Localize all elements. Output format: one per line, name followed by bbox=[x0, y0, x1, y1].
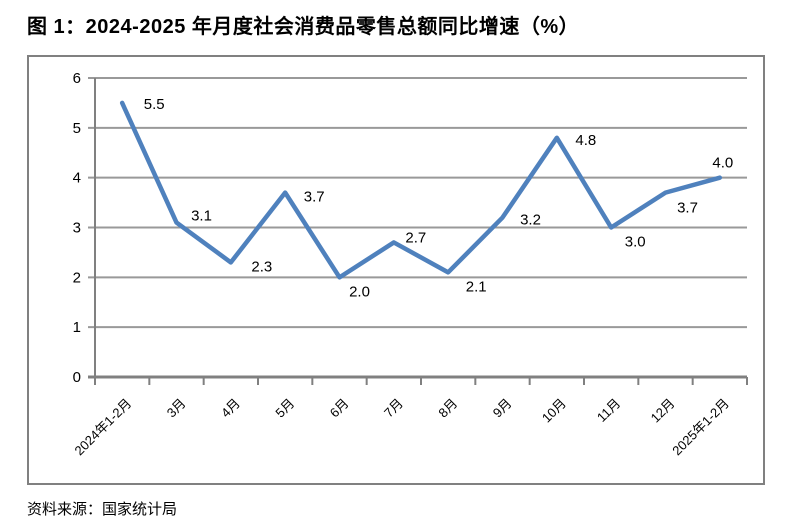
data-point-label: 2.7 bbox=[405, 229, 426, 246]
data-point-label: 3.7 bbox=[677, 200, 698, 217]
data-series-line bbox=[119, 100, 723, 280]
x-axis-tick-label: 2025年1-2月 bbox=[669, 396, 732, 459]
data-point-label: 3.7 bbox=[304, 189, 325, 206]
data-point-label: 3.2 bbox=[520, 212, 541, 229]
x-axis-tick-label: 7月 bbox=[381, 396, 406, 421]
y-axis-tick-label: 6 bbox=[73, 70, 81, 87]
x-axis-tick-label: 2024年1-2月 bbox=[72, 396, 135, 459]
x-axis-tick-label: 10月 bbox=[539, 396, 569, 426]
y-axis-tick-label: 2 bbox=[73, 269, 81, 286]
y-axis-tick-label: 1 bbox=[73, 319, 81, 336]
figure-title: 图 1：2024-2025 年月度社会消费品零售总额同比增速（%） bbox=[27, 16, 580, 38]
x-axis-tick-label: 12月 bbox=[648, 396, 678, 426]
data-point-label: 2.0 bbox=[349, 283, 370, 300]
x-axis-tick-label: 4月 bbox=[218, 396, 243, 421]
chart-frame: 0 1 2 3 4 5 6 2024年1-2月 3月 4月 5月 6月 7月 8月 9月 10月 11月 12月 2… bbox=[27, 55, 765, 485]
source-note: 资料来源：国家统计局 bbox=[27, 501, 178, 518]
y-axis-tick-label: 0 bbox=[73, 369, 81, 386]
x-axis-tick-label: 11月 bbox=[594, 396, 623, 425]
data-point-label: 4.0 bbox=[712, 155, 733, 172]
x-axis-tick-label: 9月 bbox=[490, 396, 515, 421]
data-point-label: 5.5 bbox=[144, 96, 165, 113]
data-point-label: 2.1 bbox=[466, 278, 487, 295]
data-point-label: 3.0 bbox=[625, 234, 646, 251]
y-axis-tick-label: 4 bbox=[73, 170, 81, 187]
x-axis-tick-label: 8月 bbox=[435, 396, 460, 421]
data-point-label: 3.1 bbox=[191, 208, 212, 225]
x-axis-tick-label: 5月 bbox=[272, 396, 297, 421]
data-point-label: 2.3 bbox=[251, 258, 272, 275]
x-axis-tick-label: 6月 bbox=[327, 396, 352, 421]
y-axis-tick-label: 5 bbox=[73, 120, 81, 137]
x-axis-tick-label: 3月 bbox=[164, 396, 189, 421]
data-point-label: 4.8 bbox=[575, 132, 596, 149]
y-axis-tick-label: 3 bbox=[73, 220, 81, 237]
